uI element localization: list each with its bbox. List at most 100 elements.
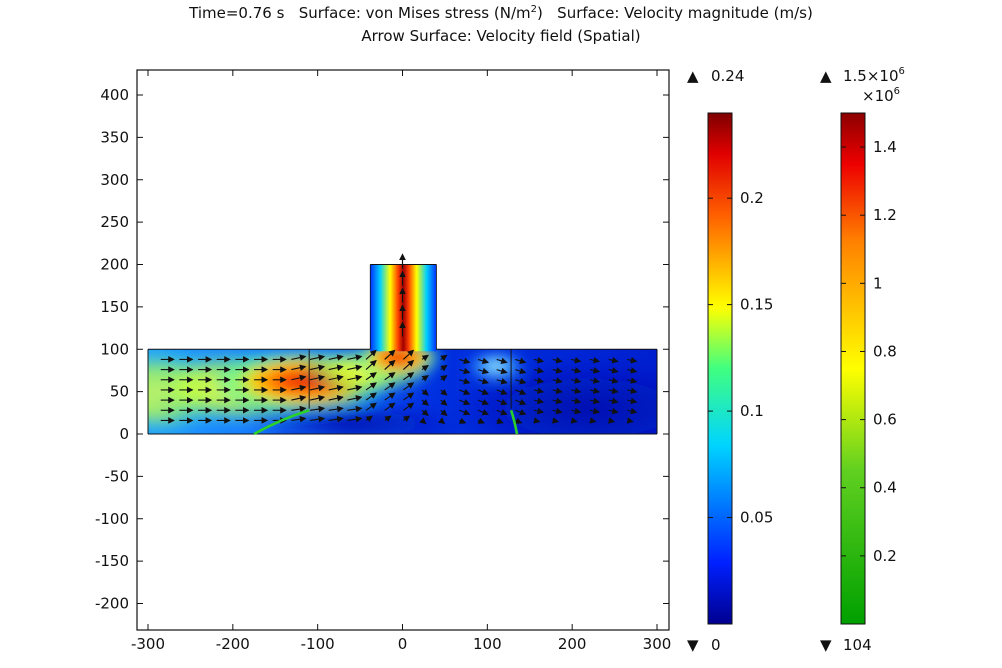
stress-colorbar-multiplier: ×106 (862, 86, 900, 105)
velocity-arrow (496, 409, 508, 416)
velocity-arrows (160, 253, 638, 425)
velocity-arrow (477, 378, 490, 385)
velocity-arrow (496, 357, 508, 365)
velocity-arrow (384, 349, 396, 360)
colorbar-tick-label: 0.2 (740, 189, 764, 207)
y-tick-label: 300 (100, 171, 129, 189)
x-tick-label: 300 (643, 635, 672, 653)
velocity-arrow (571, 367, 582, 374)
velocity-arrow (459, 378, 471, 385)
colorbar-tick-label: 0.1 (740, 402, 764, 420)
velocity-arrow (328, 405, 344, 413)
x-tick-label: 100 (473, 635, 502, 653)
y-tick-label: 100 (100, 340, 129, 358)
velocity-arrow (440, 388, 448, 396)
velocity-arrow (477, 398, 490, 406)
velocity-arrow (421, 364, 429, 372)
velocity-arrow (552, 397, 563, 405)
velocity-arrow (365, 415, 373, 423)
velocity-arrow (402, 359, 415, 370)
velocity-arrow (477, 409, 490, 416)
y-tick-label: 200 (100, 256, 129, 274)
velocity-arrow (403, 372, 415, 381)
velocity-arrow (421, 354, 429, 362)
velocity-arrow (477, 388, 490, 395)
velocity-arrow (328, 354, 344, 361)
x-tick-label: -100 (301, 635, 335, 653)
velocity-arrow (459, 367, 471, 375)
velocity-arrow (309, 395, 326, 402)
velocity-colorbar-max-label: 0.24 (711, 67, 744, 85)
velocity-arrow (627, 377, 638, 384)
velocity-arrow (309, 374, 326, 382)
velocity-arrow (347, 374, 363, 382)
y-tick-label: -50 (105, 467, 130, 485)
velocity-arrow (552, 367, 563, 374)
x-tick-label: -200 (216, 635, 250, 653)
x-axis-ticks: -300 -200 -100 0 100 200 300 (131, 70, 671, 653)
velocity-arrow (533, 407, 545, 415)
wall-2-boundary (509, 409, 519, 435)
velocity-arrow (515, 367, 527, 375)
colorbar-tick-label: 0.2 (873, 547, 897, 565)
velocity-arrow (328, 384, 344, 392)
y-tick-label: 150 (100, 298, 129, 316)
velocity-arrow (440, 399, 448, 406)
velocity-arrow (515, 388, 527, 395)
velocity-arrow (459, 388, 471, 395)
velocity-arrow (589, 407, 601, 415)
velocity-arrow (589, 367, 601, 374)
velocity-arrow (328, 415, 344, 423)
velocity-arrow (496, 367, 508, 375)
colorbar-tick-label: 0.05 (740, 509, 773, 527)
velocity-arrow (626, 417, 634, 424)
velocity-arrow (347, 384, 363, 392)
velocity-arrow (440, 354, 448, 362)
velocity-arrow (571, 397, 582, 405)
velocity-arrow (459, 417, 467, 424)
velocity-arrow (291, 415, 307, 423)
velocity-arrow (533, 387, 545, 394)
velocity-arrow (291, 395, 307, 402)
velocity-arrow (291, 364, 307, 371)
velocity-arrow (421, 388, 429, 396)
velocity-arrow (347, 415, 363, 423)
velocity-arrow (347, 405, 363, 413)
colorbar-tick-label: 0.15 (740, 296, 773, 314)
velocity-arrow (421, 409, 429, 416)
velocity-arrow (627, 357, 638, 364)
velocity-arrow (515, 357, 527, 365)
velocity-arrow (437, 417, 446, 425)
velocity-arrow (571, 407, 582, 415)
title-sup: 2 (530, 4, 538, 15)
velocity-colorbar-max-marker: ▲ (687, 67, 699, 85)
velocity-arrow (608, 367, 619, 374)
velocity-arrow (403, 382, 415, 391)
velocity-arrow (347, 364, 363, 371)
velocity-colorbar-min-label: 0 (711, 636, 721, 654)
velocity-arrow (291, 405, 307, 413)
velocity-arrow (571, 387, 582, 394)
colorbar-tick-label: 1.4 (873, 138, 897, 156)
stress-colorbar-min-label: 104 (843, 636, 872, 654)
velocity-arrow (384, 415, 392, 423)
velocity-arrow (477, 357, 490, 365)
velocity-arrow (552, 387, 563, 394)
velocity-arrow (384, 372, 396, 381)
velocity-arrow (589, 357, 601, 364)
velocity-arrow (403, 392, 415, 401)
velocity-arrow (477, 367, 490, 375)
velocity-arrow (309, 364, 326, 371)
title-suffix: ) Surface: Velocity magnitude (m/s) (537, 4, 813, 22)
y-tick-label: 350 (100, 128, 129, 146)
velocity-arrow (402, 415, 411, 423)
y-tick-label: -200 (95, 595, 129, 613)
velocity-arrow (365, 359, 377, 370)
velocity-arrow (627, 387, 638, 394)
velocity-arrow (384, 359, 396, 370)
y-tick-label: 0 (119, 425, 129, 443)
y-tick-label: 50 (110, 383, 129, 401)
wall-1-boundary (253, 409, 310, 436)
velocity-arrow (440, 409, 448, 416)
velocity-arrow (514, 417, 523, 424)
